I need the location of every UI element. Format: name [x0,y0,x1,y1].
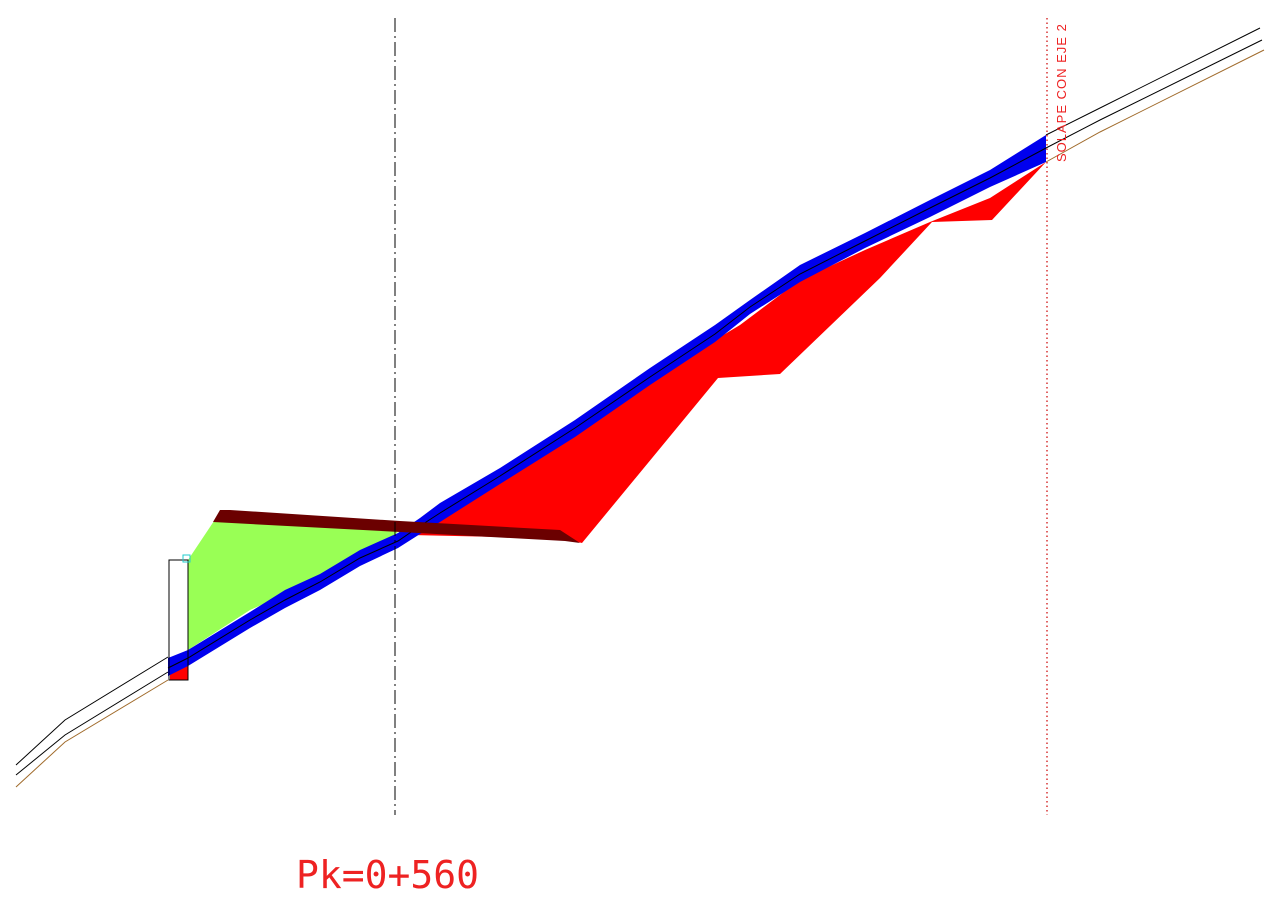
station-label: Pk=0+560 [296,853,479,897]
terrain-line-upper-right [1045,27,1261,136]
square-marker-icon [182,554,191,563]
terrain-line-middle-right [1045,39,1263,149]
terrain-line-lower-right [1045,49,1265,163]
terrain-line-upper-left [15,656,169,766]
pavement-layer [168,135,1046,676]
pavement-inner-line [167,147,1047,669]
terrain-line-middle-left [15,671,169,776]
overlap-label: SOLAPE CON EJE 2 [1054,23,1069,162]
terrain-line-lower-left [15,679,169,788]
platform-base-band [213,510,580,543]
fill-area [188,512,398,650]
retaining-wall [168,559,189,681]
cut-area [410,162,1046,543]
